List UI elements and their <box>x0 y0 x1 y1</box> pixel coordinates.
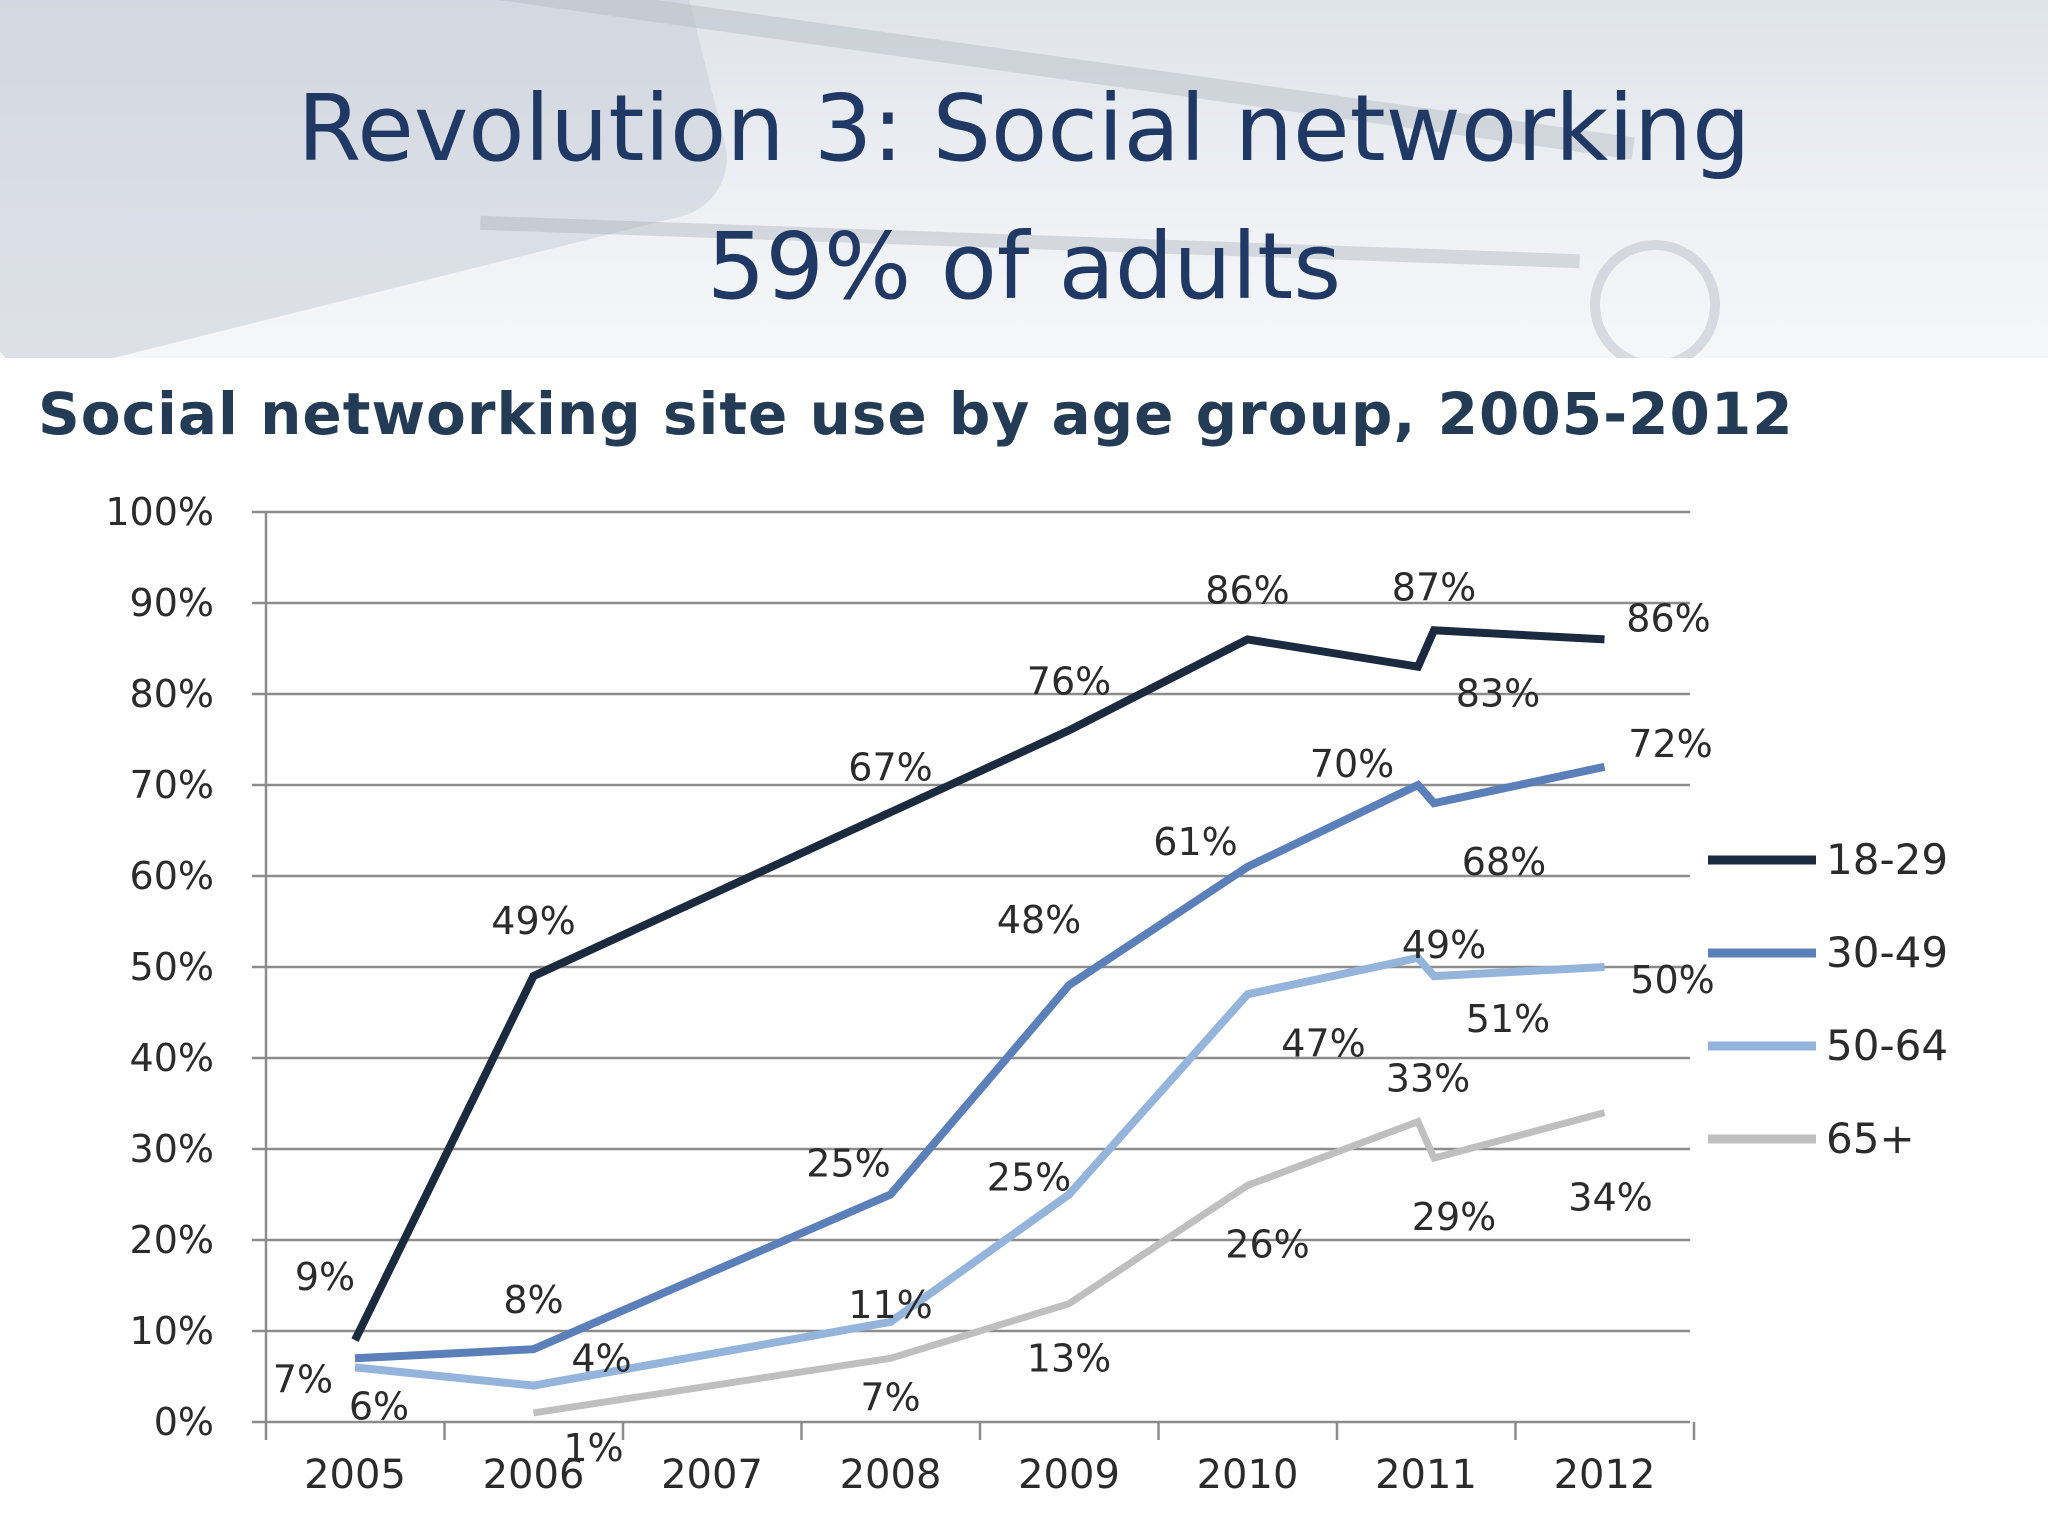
data-label: 26% <box>1225 1222 1309 1266</box>
chart-title: Social networking site use by age group,… <box>38 380 1794 448</box>
data-label: 7% <box>860 1375 920 1419</box>
y-tick-label: 90% <box>130 581 214 625</box>
data-label: 4% <box>571 1337 631 1381</box>
x-tick-label: 2008 <box>840 1452 942 1498</box>
slide-title-line-1: Revolution 3: Social networking <box>297 75 1751 182</box>
x-tick-label: 2011 <box>1375 1452 1477 1498</box>
x-tick-label: 2006 <box>483 1452 585 1498</box>
data-label: 13% <box>1027 1337 1111 1381</box>
data-label: 6% <box>349 1384 409 1428</box>
slide-title: Revolution 3: Social networking 59% of a… <box>0 60 2048 336</box>
legend-label: 30-49 <box>1826 928 1948 977</box>
y-tick-label: 60% <box>130 854 214 898</box>
y-tick-label: 10% <box>130 1309 214 1353</box>
slide-title-line-2: 59% of adults <box>706 213 1342 320</box>
data-label: 86% <box>1626 596 1710 640</box>
data-label: 7% <box>273 1357 333 1401</box>
data-label: 33% <box>1386 1057 1470 1101</box>
series-line-65+ <box>532 1109 1606 1417</box>
series-line-30-49 <box>354 762 1606 1363</box>
data-label: 76% <box>1027 659 1111 703</box>
series-line-18-29 <box>351 626 1605 1342</box>
y-tick-label: 40% <box>130 1036 214 1080</box>
data-label: 34% <box>1568 1176 1652 1220</box>
data-label: 87% <box>1392 565 1476 609</box>
slide-background <box>0 0 2048 386</box>
data-label: 51% <box>1466 997 1550 1041</box>
x-tick-label: 2010 <box>1197 1452 1299 1498</box>
y-tick-label: 100% <box>105 490 214 534</box>
data-label: 72% <box>1628 722 1712 766</box>
series-line-50-64 <box>354 953 1605 1390</box>
data-label: 8% <box>503 1278 563 1322</box>
data-label: 25% <box>806 1142 890 1186</box>
data-label: 67% <box>848 745 932 789</box>
y-tick-label: 20% <box>130 1218 214 1262</box>
y-tick-label: 80% <box>130 672 214 716</box>
legend-label: 65+ <box>1826 1114 1915 1163</box>
legend-label: 18-29 <box>1826 835 1948 884</box>
data-label: 49% <box>491 899 575 943</box>
data-label: 1% <box>563 1426 623 1470</box>
data-label: 29% <box>1412 1195 1496 1239</box>
x-tick-label: 2012 <box>1554 1452 1656 1498</box>
data-label: 50% <box>1630 958 1714 1002</box>
data-label: 48% <box>997 898 1081 942</box>
y-tick-label: 50% <box>130 945 214 989</box>
data-label: 47% <box>1281 1021 1365 1065</box>
data-label: 61% <box>1153 820 1237 864</box>
data-label: 25% <box>987 1156 1071 1200</box>
data-label: 11% <box>848 1283 932 1327</box>
data-label: 70% <box>1310 742 1394 786</box>
x-tick-label: 2007 <box>661 1452 763 1498</box>
data-label: 83% <box>1456 672 1540 716</box>
x-tick-label: 2005 <box>304 1452 406 1498</box>
data-label: 68% <box>1462 840 1546 884</box>
legend-label: 50-64 <box>1826 1021 1948 1070</box>
x-tick-label: 2009 <box>1018 1452 1120 1498</box>
chart-panel <box>0 358 2048 1536</box>
y-tick-label: 70% <box>130 763 214 807</box>
y-tick-label: 30% <box>130 1127 214 1171</box>
y-tick-label: 0% <box>154 1400 214 1444</box>
data-label: 49% <box>1402 923 1486 967</box>
data-label: 86% <box>1205 568 1289 612</box>
data-label: 9% <box>295 1255 355 1299</box>
